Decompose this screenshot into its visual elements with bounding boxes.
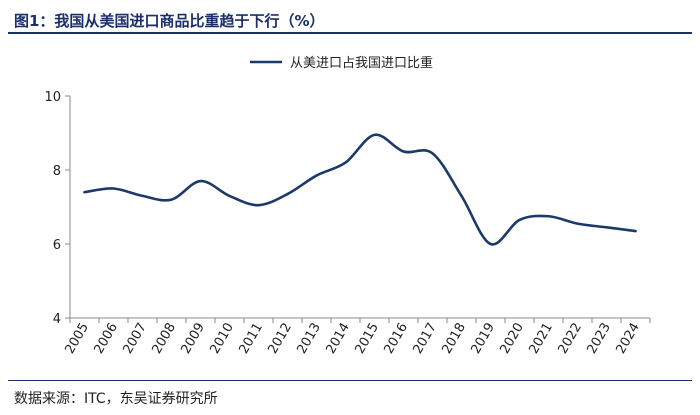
source-note: 数据来源：ITC，东吴证券研究所 (14, 391, 218, 407)
x-tick-label: 2024 (613, 321, 643, 357)
data-point-2010 (228, 194, 231, 198)
x-tick-label: 2009 (178, 321, 208, 357)
legend: 从美进口占我国进口比重 (250, 55, 433, 71)
x-tick-label: 2005 (62, 321, 92, 357)
title-bar: 图1：我国从美国进口商品比重趋于下行（%） (8, 6, 692, 34)
data-point-2022 (576, 222, 579, 225)
x-tick-label: 2014 (323, 321, 353, 357)
figure-title: 图1：我国从美国进口商品比重趋于下行（%） (14, 12, 325, 30)
data-point-2005 (83, 191, 86, 194)
data-point-2019 (489, 242, 492, 246)
legend-label: 从美进口占我国进口比重 (290, 55, 433, 71)
source-bar: 数据来源：ITC，东吴证券研究所 (8, 380, 692, 409)
x-tick-label: 2013 (294, 321, 324, 357)
data-point-2015 (373, 133, 376, 137)
series-layer (83, 133, 637, 246)
x-tick-label: 2016 (381, 321, 411, 357)
y-tick-label: 10 (44, 90, 61, 105)
data-point-2006 (112, 187, 115, 190)
data-point-2007 (141, 194, 144, 198)
y-tick-label: 4 (53, 312, 61, 327)
x-tick-label: 2011 (236, 321, 266, 357)
data-point-2008 (170, 198, 173, 201)
data-point-2016 (402, 150, 405, 153)
x-tick-label: 2017 (410, 321, 440, 357)
data-point-2014 (344, 161, 347, 164)
x-tick-label: 2012 (265, 321, 295, 357)
x-tick-label: 2022 (555, 321, 585, 357)
data-point-2011 (257, 203, 260, 207)
x-tick-label: 2006 (91, 321, 121, 357)
x-tick-label: 2015 (352, 321, 382, 357)
data-point-2009 (199, 179, 202, 183)
x-tick-label: 2007 (120, 321, 150, 357)
y-tick-label: 8 (53, 164, 61, 179)
x-tick-label: 2008 (149, 321, 179, 357)
data-point-2021 (547, 215, 550, 218)
data-point-2017 (431, 152, 434, 155)
data-point-2020 (518, 218, 521, 222)
x-tick-label: 2020 (497, 321, 527, 357)
x-tick-label: 2018 (439, 321, 469, 357)
x-tick-label: 2010 (207, 321, 237, 357)
x-tick-label: 2021 (526, 321, 556, 357)
y-tick-label: 6 (53, 238, 61, 253)
series-line (83, 133, 637, 246)
data-point-2024 (634, 229, 637, 233)
data-point-2012 (286, 192, 289, 196)
data-point-2018 (460, 194, 463, 198)
x-tick-label: 2019 (468, 321, 498, 357)
data-point-2013 (315, 174, 318, 177)
x-tick-label: 2023 (584, 321, 614, 357)
data-point-2023 (605, 226, 608, 229)
